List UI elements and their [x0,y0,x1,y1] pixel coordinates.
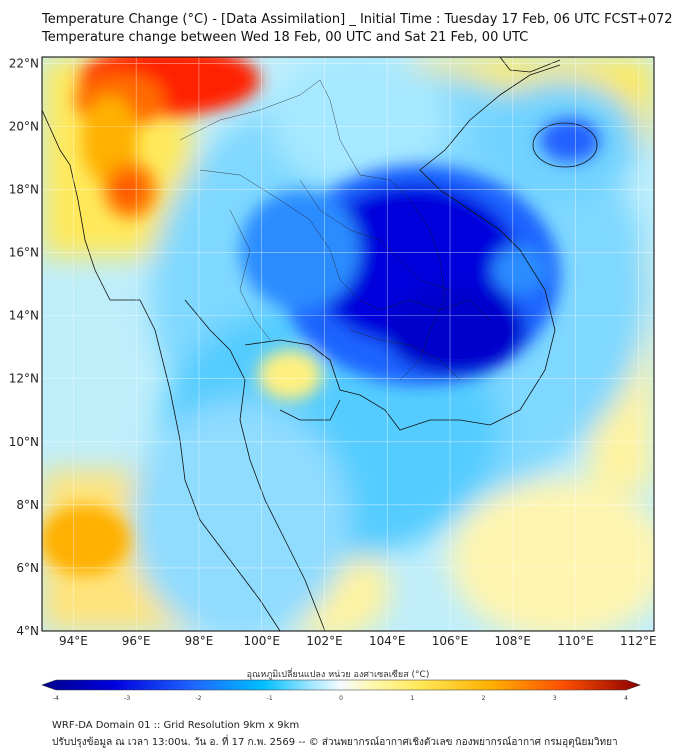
lon-label: 98°E [184,634,213,648]
colorbar-tick: 3 [553,695,557,702]
lat-label: 22°N [9,56,39,70]
lat-label: 4°N [16,624,39,638]
lat-label: 16°N [9,246,39,260]
colorbar-ticks: -4 -3 -2 -1 0 1 2 3 4 [53,695,628,702]
colorbar-scale [41,679,641,691]
lon-label: 110°E [557,634,594,648]
colorbar-title: อุณหภูมิเปลี่ยนแปลง หน่วย องศาเซลเซียส (… [246,670,430,680]
longitude-labels: 94°E 96°E 98°E 100°E 102°E 104°E 106°E 1… [59,634,657,648]
colorbar-tick: 0 [339,695,343,702]
lon-label: 100°E [243,634,280,648]
lon-label: 94°E [59,634,88,648]
lat-label: 18°N [9,182,39,196]
colorbar-tick: 4 [624,695,628,702]
lat-label: 14°N [9,309,39,323]
lon-label: 102°E [306,634,343,648]
lon-label: 108°E [495,634,532,648]
colorbar-tick: -3 [124,695,130,702]
lon-label: 104°E [369,634,406,648]
colorbar-tick: -4 [53,695,59,702]
footer-credit: ปรับปรุงข้อมูล ณ เวลา 13:00น. วัน อ. ที่… [52,737,618,748]
admin-borders [179,79,491,381]
lat-label: 6°N [16,561,39,575]
footer-model-info: WRF-DA Domain 01 :: Grid Resolution 9km … [52,720,300,731]
colorbar-tick: 1 [410,695,414,702]
lat-label: 10°N [9,435,39,449]
map-frame [41,56,655,632]
colorbar: -4 -3 -2 -1 0 1 2 3 4 [41,679,641,702]
lat-label: 20°N [9,119,39,133]
colorbar-tick: -2 [196,695,202,702]
map-title: Temperature Change (°C) - [Data Assimila… [42,12,673,27]
lat-label: 8°N [16,498,39,512]
colorbar-tick: 2 [482,695,486,702]
latitude-labels: 22°N 20°N 18°N 16°N 14°N 12°N 10°N 8°N 6… [9,56,39,638]
lat-label: 12°N [9,372,39,386]
lon-label: 96°E [122,634,151,648]
lon-label: 112°E [620,634,657,648]
lon-label: 106°E [432,634,469,648]
colorbar-tick: -1 [267,695,273,702]
map-subtitle: Temperature change between Wed 18 Feb, 0… [42,30,529,45]
